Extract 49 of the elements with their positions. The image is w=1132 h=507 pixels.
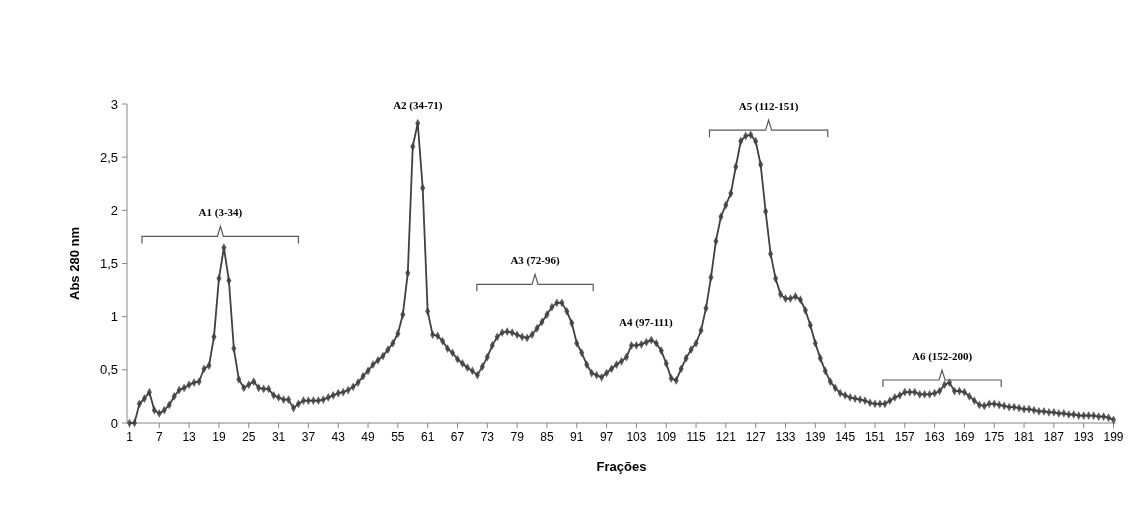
x-tick-label: 145 <box>835 430 856 444</box>
y-tick-label: 1,5 <box>99 256 118 272</box>
x-tick-label: 169 <box>954 430 975 444</box>
y-tick-label: 3 <box>110 96 118 112</box>
x-tick-label: 85 <box>540 430 554 444</box>
x-tick-label: 1 <box>126 430 134 444</box>
y-tick-label: 2,5 <box>99 149 118 165</box>
x-tick-label: 181 <box>1014 430 1035 444</box>
annotation: A4 (97-111) <box>619 315 673 329</box>
x-tick-label: 193 <box>1073 430 1095 444</box>
x-tick-label: 73 <box>480 430 495 444</box>
x-tick-label: 115 <box>686 430 706 444</box>
x-tick-label: 121 <box>715 430 737 444</box>
x-tick-label: 19 <box>212 430 226 444</box>
x-tick-label: 127 <box>745 430 767 444</box>
annotation: A3 (72-96) <box>510 254 560 268</box>
annotation: A1 (3-34) <box>198 206 243 220</box>
x-tick-label: 31 <box>271 430 286 444</box>
x-tick-label: 163 <box>924 430 945 444</box>
y-tick-label: 2 <box>110 202 118 218</box>
x-tick-label: 13 <box>182 430 197 444</box>
x-tick-label: 151 <box>864 430 886 444</box>
x-tick-label: 109 <box>656 430 677 444</box>
x-tick-label: 97 <box>599 430 614 444</box>
x-tick-label: 49 <box>361 430 376 444</box>
x-tick-label: 133 <box>775 430 796 444</box>
x-tick-label: 37 <box>301 430 316 444</box>
x-tick-label: 175 <box>984 430 1005 444</box>
x-tick-label: 139 <box>805 430 826 444</box>
annotation: A5 (112-151) <box>738 99 799 113</box>
x-tick-label: 25 <box>242 430 256 444</box>
x-tick-label: 157 <box>894 430 916 444</box>
y-tick-label: 0,5 <box>99 362 118 378</box>
x-axis-title: Frações <box>596 459 647 474</box>
y-tick-label: 1 <box>110 309 118 325</box>
y-tick-label: 0 <box>110 415 118 431</box>
y-axis-title: Abs 280 nm <box>67 227 82 300</box>
x-tick-label: 103 <box>626 430 647 444</box>
x-tick-label: 91 <box>570 430 584 444</box>
x-tick-label: 55 <box>391 430 405 444</box>
annotation: A2 (34-71) <box>393 98 443 112</box>
x-tick-label: 61 <box>421 430 435 444</box>
x-tick-label: 67 <box>450 430 465 444</box>
x-tick-label: 7 <box>155 430 163 444</box>
annotation: A6 (152-200) <box>911 349 973 363</box>
x-tick-label: 187 <box>1043 430 1065 444</box>
x-tick-label: 79 <box>510 430 525 444</box>
x-tick-label: 43 <box>331 430 346 444</box>
x-tick-label: 199 <box>1103 430 1124 444</box>
